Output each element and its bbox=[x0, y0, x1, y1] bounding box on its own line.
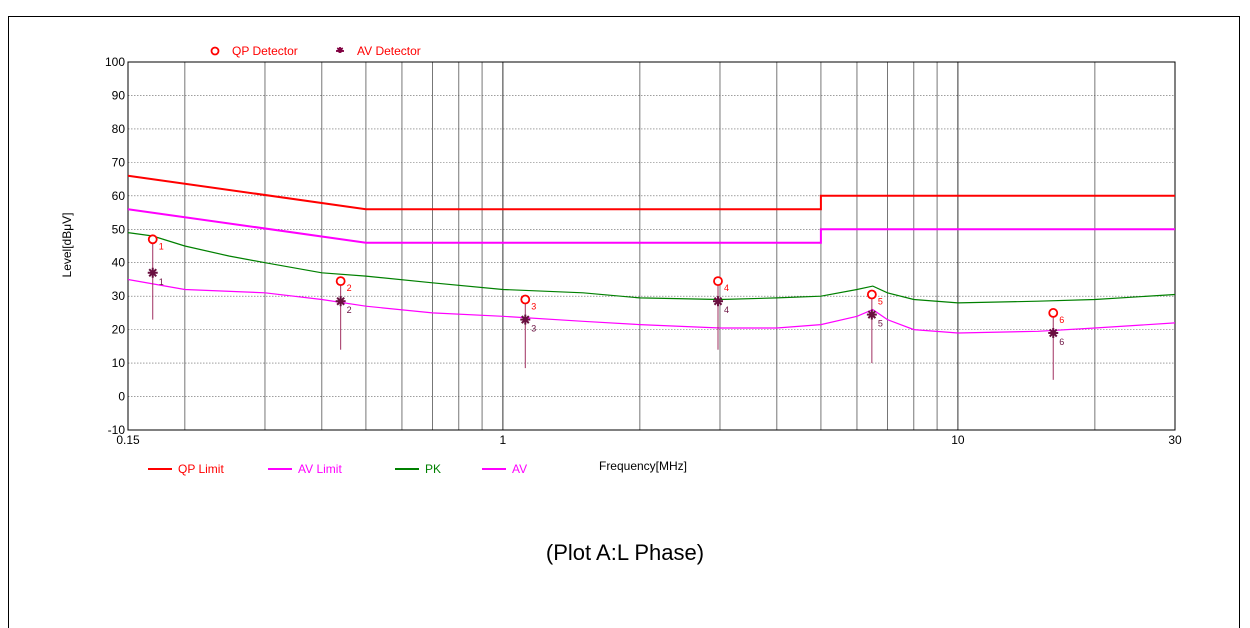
qp-marker-label: 4 bbox=[724, 283, 729, 293]
av-detector-marker bbox=[520, 314, 531, 325]
av-marker-label: 1 bbox=[159, 277, 164, 287]
av-detector-marker bbox=[147, 267, 158, 278]
qp-detector-marker bbox=[335, 276, 346, 287]
bottom-legend-label: PK bbox=[425, 462, 441, 476]
qp-detector-marker bbox=[520, 294, 531, 305]
qp-detector-marker bbox=[1048, 308, 1059, 318]
qp-marker-label: 5 bbox=[878, 297, 883, 307]
page-frame bbox=[8, 16, 1240, 628]
qp-marker-label: 6 bbox=[1059, 315, 1064, 325]
av-star-center bbox=[715, 298, 721, 304]
y-tick-label: -10 bbox=[108, 423, 126, 437]
av-star-center bbox=[150, 270, 156, 276]
qp-marker-label: 1 bbox=[159, 241, 164, 251]
x-tick-label: 1 bbox=[500, 433, 507, 447]
top-legend-item: AV Detector bbox=[336, 44, 421, 58]
y-tick-label: 0 bbox=[118, 390, 125, 404]
bottom-legend-label: QP Limit bbox=[178, 462, 224, 476]
av-star-center bbox=[522, 317, 528, 323]
grid bbox=[128, 61, 1175, 431]
av-marker-label: 4 bbox=[724, 305, 729, 315]
top-legend-item: QP Detector bbox=[210, 44, 298, 58]
av-star-center bbox=[869, 312, 875, 318]
marker-layer: 1 2 3 4 5 6 1 2 3 4 5 6 bbox=[147, 234, 1064, 380]
series-layer bbox=[127, 174, 1176, 334]
y-tick-label: 40 bbox=[112, 256, 126, 270]
legend-layer: QP Detector AV Detector QP Limit AV Limit PK… bbox=[148, 44, 527, 476]
plot-caption: (Plot A:L Phase) bbox=[545, 540, 705, 565]
y-tick-label: 30 bbox=[112, 289, 126, 303]
qp-detector-marker bbox=[866, 289, 877, 300]
y-tick-label: 100 bbox=[105, 55, 125, 69]
av-star-center bbox=[338, 298, 344, 304]
tick-labels: -10 0 10 20 30 40 50 60 70 80 90 100 0.15 1 10 30 bbox=[105, 55, 1182, 447]
av-marker-label: 3 bbox=[531, 324, 536, 334]
series-av-limit bbox=[127, 208, 1175, 244]
y-tick-label: 80 bbox=[112, 122, 126, 136]
av-detector-marker bbox=[713, 296, 724, 307]
bottom-legend-label: AV bbox=[512, 462, 527, 476]
bottom-legend-item: PK bbox=[395, 462, 441, 476]
series-qp-limit bbox=[127, 174, 1175, 211]
y-tick-label: 70 bbox=[112, 155, 126, 169]
emission-chart: 1 2 3 4 5 6 1 2 3 4 5 6 -10 0 10 20 30 40 50 60 70 80 90 100 0.… bbox=[60, 44, 1182, 476]
av-detector-marker bbox=[1048, 327, 1059, 338]
y-tick-label: 50 bbox=[112, 222, 126, 236]
qp-legend-icon bbox=[210, 46, 220, 56]
av-legend-center bbox=[338, 49, 342, 53]
x-tick-label: 30 bbox=[1168, 433, 1182, 447]
av-detector-marker bbox=[335, 296, 346, 307]
bottom-legend-item: QP Limit bbox=[148, 462, 224, 476]
x-axis-label: Frequency[MHz] bbox=[599, 459, 687, 473]
x-tick-label: 10 bbox=[951, 433, 965, 447]
plot-border bbox=[127, 61, 1176, 431]
x-tick-label: 0.15 bbox=[116, 433, 140, 447]
av-marker-label: 5 bbox=[878, 319, 883, 329]
qp-marker-label: 3 bbox=[531, 302, 536, 312]
y-tick-label: 90 bbox=[112, 88, 126, 102]
av-star-center bbox=[1050, 330, 1056, 336]
top-legend-label: QP Detector bbox=[232, 44, 298, 58]
bottom-legend-label: AV Limit bbox=[298, 462, 342, 476]
y-axis-label: Level[dBμV] bbox=[60, 213, 74, 278]
qp-detector-marker bbox=[713, 276, 723, 287]
top-legend-label: AV Detector bbox=[357, 44, 421, 58]
bottom-legend-item: AV Limit bbox=[268, 462, 342, 476]
bottom-legend-item: AV bbox=[482, 462, 527, 476]
y-tick-label: 60 bbox=[112, 189, 126, 203]
series-pk bbox=[127, 232, 1176, 304]
av-marker-label: 2 bbox=[347, 305, 352, 315]
y-tick-label: 10 bbox=[112, 356, 126, 370]
av-detector-marker bbox=[866, 309, 877, 320]
av-marker-label: 6 bbox=[1059, 337, 1064, 347]
qp-marker-label: 2 bbox=[347, 283, 352, 293]
series-av bbox=[127, 278, 1176, 334]
y-tick-label: 20 bbox=[112, 323, 126, 337]
qp-detector-marker bbox=[147, 234, 158, 245]
